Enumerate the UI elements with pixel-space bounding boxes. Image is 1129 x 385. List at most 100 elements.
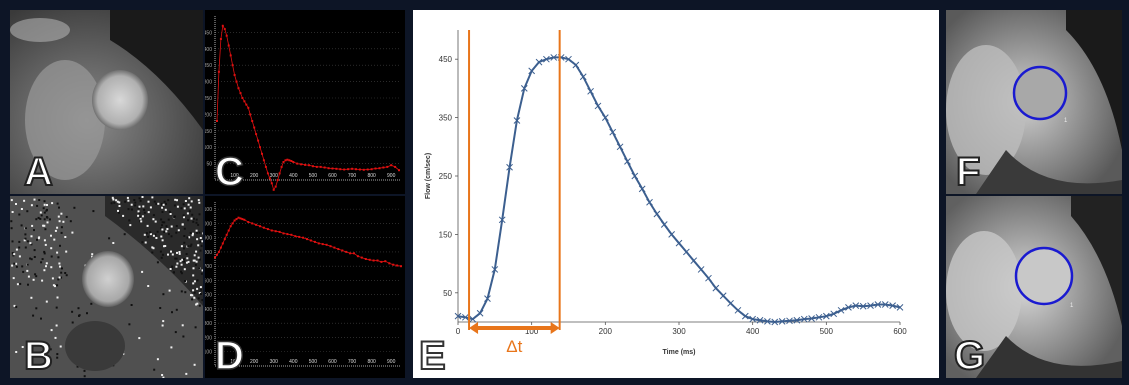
- chart-c-data-point: [266, 172, 269, 175]
- chart-e-ytick-label: 150: [439, 230, 453, 239]
- chart-c-data-point: [219, 38, 222, 40]
- chart-c-ytick-label: 350: [205, 63, 212, 69]
- chart-e-data-point: [675, 239, 683, 247]
- chart-d-ytick-label: 100: [205, 350, 212, 356]
- chart-c-ytick-label: 50: [206, 162, 212, 168]
- chart-d-data-point: [298, 235, 301, 238]
- chart-d-data-point: [231, 222, 234, 225]
- chart-e-data-point: [528, 67, 536, 75]
- chart-d-data-point: [286, 233, 289, 236]
- chart-e-data-point: [705, 274, 712, 282]
- chart-e-ytick-label: 250: [439, 172, 453, 181]
- chart-d-data-point: [219, 246, 222, 249]
- chart-c-data-point: [223, 28, 226, 31]
- panel-g-label: G: [953, 334, 986, 378]
- chart-d-data-point: [259, 225, 261, 228]
- chart-d-data-point: [262, 226, 265, 229]
- delta-t-arrow-left-head: [469, 322, 479, 334]
- chart-c-data-point: [355, 168, 357, 171]
- chart-e-data-point: [601, 114, 609, 121]
- chart-d-data-point: [239, 217, 242, 220]
- chart-e-data-point: [837, 306, 845, 314]
- chart-d-data-point: [317, 242, 320, 245]
- chart-e-data-point: [874, 301, 882, 308]
- chart-c-data-point: [257, 139, 260, 142]
- delta-t-label: Δt: [506, 337, 522, 356]
- chart-c-data-point: [288, 159, 291, 162]
- chart-c-data-point: [327, 167, 330, 170]
- chart-e-data-point: [771, 318, 779, 326]
- chart-c-data-point: [239, 92, 242, 95]
- panel-b-label: B: [23, 334, 54, 378]
- chart-d-data-point: [306, 238, 308, 241]
- chart-e-data-point: [587, 87, 594, 95]
- chart-c-data-point: [362, 168, 365, 171]
- chart-e-data-point: [668, 231, 675, 238]
- chart-d-data-point: [337, 248, 340, 251]
- chart-c-data-point: [315, 165, 318, 168]
- chart-d-data-point: [349, 252, 352, 255]
- chart-e-data-point: [749, 315, 757, 323]
- chart-c-data-point: [272, 188, 275, 191]
- chart-d-ytick-label: 900: [205, 236, 212, 242]
- chart-d-ytick-label: 1000: [205, 221, 212, 227]
- panel-e-label: E: [418, 334, 447, 378]
- panel-b-image: [10, 196, 203, 378]
- chart-d-xtick-label: 900: [387, 359, 396, 365]
- chart-d-ytick-label: 700: [205, 264, 212, 270]
- panel-e-chart: 50 150 250 350 450 0 100 200 300 400 500 600 Time (m…: [425, 30, 907, 356]
- chart-c-data-point: [390, 164, 393, 167]
- chart-e-data-point: [881, 301, 889, 308]
- chart-e-data-point: [646, 198, 653, 206]
- chart-e-data-point: [808, 315, 815, 322]
- chart-e-data-point: [462, 313, 469, 321]
- chart-d-data-point: [217, 250, 220, 253]
- delta-t-arrow-right-head: [550, 322, 560, 334]
- chart-c-data-point: [276, 179, 279, 181]
- chart-c-data-point: [358, 168, 361, 171]
- chart-e-data-point: [520, 85, 528, 92]
- chart-e-data-point: [484, 295, 491, 302]
- chart-d-xtick-label: 800: [367, 359, 376, 365]
- chart-d-data-point: [229, 225, 232, 228]
- chart-c-data-point: [278, 172, 281, 175]
- chart-e-data-point: [815, 313, 823, 321]
- chart-c-data-point: [370, 168, 373, 171]
- chart-c-data-point: [300, 163, 303, 166]
- chart-e-data-point: [727, 299, 734, 307]
- chart-e-xtick-label: 600: [893, 327, 907, 336]
- panel-c-label: C: [214, 150, 244, 194]
- chart-d-data-point: [345, 250, 348, 253]
- chart-d-data-point: [237, 216, 240, 219]
- chart-c-data-point: [227, 44, 230, 47]
- chart-c-data-point: [270, 182, 273, 185]
- chart-e-data-point: [550, 54, 558, 61]
- chart-e-data-point: [513, 117, 521, 124]
- chart-e-data-point: [822, 312, 830, 320]
- chart-d-data-point: [309, 239, 312, 242]
- chart-e-xlabel: Time (ms): [663, 349, 696, 356]
- chart-d-data-point: [282, 232, 285, 235]
- chart-e-data-point: [660, 221, 668, 228]
- chart-c-xtick-label: 500: [309, 173, 318, 179]
- chart-e-data-point: [594, 102, 602, 110]
- chart-c-data-point: [262, 159, 265, 162]
- chart-c-data-point: [216, 120, 218, 122]
- chart-c-xtick-label: 200: [250, 173, 259, 179]
- chart-d-data-point: [384, 260, 387, 263]
- chart-c-data-point: [221, 24, 224, 27]
- chart-d-trace-line: [214, 217, 402, 267]
- chart-d-data-point: [294, 235, 297, 238]
- chart-d-data-point: [329, 245, 332, 248]
- chart-c-ytick-label: 150: [205, 129, 212, 135]
- chart-e-data-point: [476, 309, 484, 317]
- chart-d-data-point: [364, 258, 367, 260]
- roi-marker-g: 1: [1070, 303, 1074, 309]
- chart-d-data-point: [368, 258, 371, 261]
- chart-c-data-point: [235, 80, 238, 83]
- chart-c-data-point: [386, 165, 389, 168]
- chart-e-ytick-label: 350: [439, 114, 453, 123]
- chart-e-data-point: [683, 248, 690, 256]
- chart-d-data-point: [266, 228, 269, 231]
- chart-e-data-point: [624, 158, 631, 165]
